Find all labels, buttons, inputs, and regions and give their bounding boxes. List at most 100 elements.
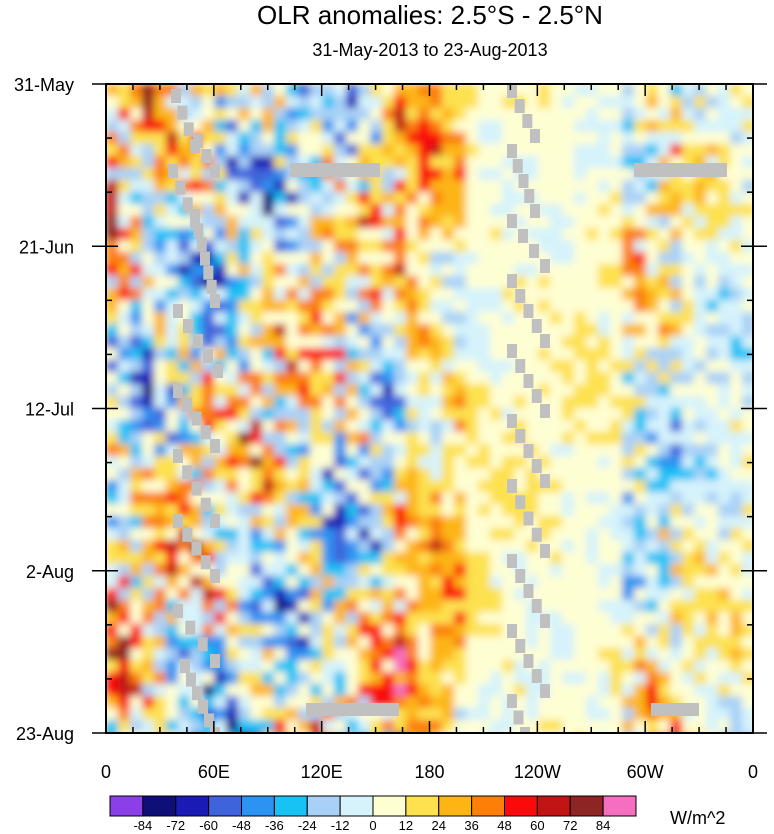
- anomaly-cell: [334, 600, 347, 613]
- anomaly-cell: [286, 144, 299, 157]
- anomaly-cell: [538, 516, 551, 529]
- anomaly-cell: [442, 708, 455, 721]
- anomaly-cell: [538, 444, 551, 457]
- anomaly-cell: [442, 444, 455, 457]
- anomaly-cell: [406, 252, 419, 265]
- anomaly-cell: [586, 540, 599, 553]
- anomaly-cell: [310, 120, 323, 133]
- anomaly-cell: [286, 288, 299, 301]
- anomaly-cell: [490, 636, 503, 649]
- anomaly-cell: [322, 336, 335, 349]
- anomaly-cell: [334, 720, 347, 733]
- anomaly-cell: [310, 444, 323, 457]
- anomaly-cell: [238, 168, 251, 181]
- anomaly-cell: [646, 456, 659, 469]
- anomaly-cell: [502, 180, 515, 193]
- anomaly-cell: [430, 336, 443, 349]
- anomaly-cell: [310, 228, 323, 241]
- anomaly-cell: [130, 372, 143, 385]
- anomaly-cell: [514, 348, 527, 361]
- anomaly-cell: [274, 588, 287, 601]
- anomaly-cell: [322, 588, 335, 601]
- anomaly-cell: [514, 540, 527, 553]
- anomaly-cell: [334, 252, 347, 265]
- anomaly-cell: [742, 216, 753, 229]
- anomaly-cell: [262, 684, 275, 697]
- anomaly-cell: [670, 432, 683, 445]
- anomaly-cell: [586, 708, 599, 721]
- missing-data-segment: [523, 654, 534, 668]
- anomaly-cell: [262, 96, 275, 109]
- anomaly-cell: [154, 468, 167, 481]
- anomaly-cell: [430, 180, 443, 193]
- anomaly-cell: [370, 204, 383, 217]
- anomaly-cell: [682, 324, 695, 337]
- anomaly-cell: [274, 120, 287, 133]
- anomaly-cell: [670, 276, 683, 289]
- anomaly-cell: [574, 444, 587, 457]
- anomaly-cell: [478, 420, 491, 433]
- anomaly-cell: [130, 516, 143, 529]
- anomaly-cell: [622, 192, 635, 205]
- anomaly-cell: [574, 648, 587, 661]
- anomaly-cell: [286, 684, 299, 697]
- anomaly-cell: [382, 144, 395, 157]
- anomaly-cell: [562, 372, 575, 385]
- anomaly-cell: [574, 156, 587, 169]
- anomaly-cell: [430, 528, 443, 541]
- anomaly-cell: [682, 576, 695, 589]
- anomaly-cell: [406, 600, 419, 613]
- anomaly-cell: [430, 432, 443, 445]
- anomaly-cell: [730, 348, 743, 361]
- missing-data-segment: [540, 259, 550, 273]
- anomaly-cell: [394, 528, 407, 541]
- anomaly-cell: [214, 108, 227, 121]
- anomaly-cell: [154, 684, 167, 697]
- missing-data-segment: [177, 105, 188, 120]
- anomaly-cell: [658, 180, 671, 193]
- anomaly-cell: [742, 336, 753, 349]
- anomaly-cell: [466, 360, 479, 373]
- anomaly-cell: [382, 168, 395, 181]
- anomaly-cell: [226, 96, 239, 109]
- anomaly-cell: [706, 288, 719, 301]
- anomaly-cell: [454, 336, 467, 349]
- anomaly-cell: [142, 360, 155, 373]
- anomaly-cell: [550, 276, 563, 289]
- anomaly-cell: [238, 552, 251, 565]
- anomaly-cell: [430, 504, 443, 517]
- anomaly-cell: [118, 408, 131, 421]
- anomaly-cell: [682, 240, 695, 253]
- anomaly-cell: [322, 132, 335, 145]
- anomaly-cell: [682, 492, 695, 505]
- anomaly-cell: [418, 720, 431, 733]
- anomaly-cell: [658, 684, 671, 697]
- anomaly-cell: [454, 228, 467, 241]
- anomaly-cell: [622, 288, 635, 301]
- anomaly-cell: [694, 336, 707, 349]
- missing-data-segment: [210, 164, 220, 178]
- anomaly-cell: [154, 144, 167, 157]
- anomaly-cell: [130, 492, 143, 505]
- anomaly-cell: [694, 600, 707, 613]
- anomaly-cell: [370, 672, 383, 685]
- anomaly-cell: [586, 636, 599, 649]
- anomaly-cell: [478, 240, 491, 253]
- colorbar-swatch: [175, 795, 210, 817]
- anomaly-cell: [346, 624, 359, 637]
- anomaly-cell: [238, 516, 251, 529]
- anomaly-cell: [154, 204, 167, 217]
- anomaly-cell: [478, 156, 491, 169]
- anomaly-cell: [214, 240, 227, 253]
- anomaly-cell: [214, 600, 227, 613]
- anomaly-cell: [718, 192, 731, 205]
- anomaly-cell: [178, 252, 191, 265]
- x-axis: 0 60E 120E 180 120W 60W 0: [101, 84, 758, 782]
- anomaly-cell: [718, 96, 731, 109]
- missing-data-segment: [193, 134, 203, 148]
- anomaly-cell: [742, 396, 753, 409]
- anomaly-cell: [418, 672, 431, 685]
- anomaly-cell: [490, 324, 503, 337]
- anomaly-cell: [574, 708, 587, 721]
- anomaly-cell: [742, 492, 753, 505]
